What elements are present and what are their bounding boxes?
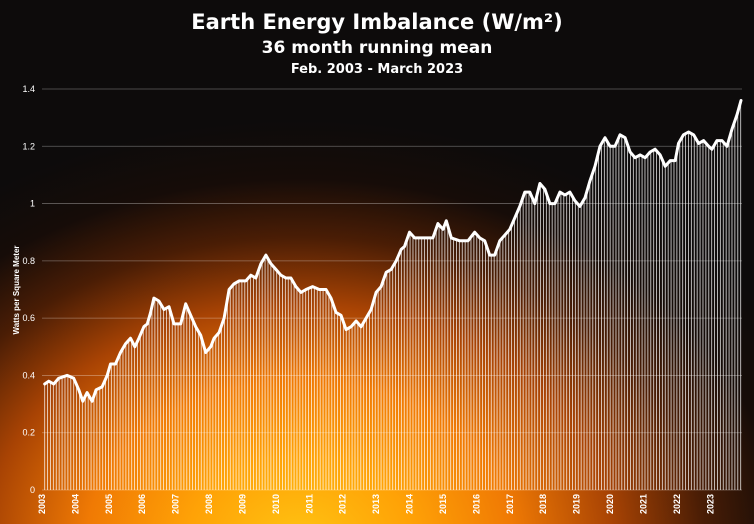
x-tick-label: 2006: [137, 494, 147, 514]
x-tick-label: 2005: [104, 494, 114, 514]
series-line: [43, 99, 743, 403]
x-tick-label: 2011: [304, 494, 314, 514]
x-tick-label: 2022: [672, 494, 682, 514]
chart-date-range: Feb. 2003 - March 2023: [290, 62, 464, 77]
x-tick-label: 2010: [271, 494, 281, 514]
x-tick-label: 2003: [37, 494, 47, 514]
x-tick-label: 2004: [70, 494, 80, 514]
x-tick-label: 2014: [405, 494, 415, 514]
y-tick-label: 1.2: [22, 141, 35, 151]
title-block: Earth Energy Imbalance (W/m²) 36 month r…: [0, 8, 754, 80]
fill-bars: [44, 101, 742, 490]
x-tick-label: 2023: [705, 494, 715, 514]
y-axis-label: Watts per Square Meter: [12, 245, 21, 334]
y-tick-label: 0.8: [22, 256, 35, 266]
x-tick-label: 2021: [638, 494, 648, 514]
chart-title: Earth Energy Imbalance (W/m²): [191, 10, 563, 34]
x-tick-label: 2009: [237, 494, 247, 514]
x-tick-labels: 2003 2004 2005 2006 2007 2008 2009 2010 2011 2012…: [37, 494, 715, 514]
x-tick-label: 2020: [605, 494, 615, 514]
x-tick-label: 2008: [204, 494, 214, 514]
y-tick-labels: 0 0.2 0.4 0.6 0.8 1 1.2 1.4: [22, 84, 35, 495]
y-tick-label: 1: [30, 199, 35, 209]
x-tick-label: 2017: [505, 494, 515, 514]
y-tick-label: 0.6: [22, 313, 35, 323]
x-tick-label: 2019: [572, 494, 582, 514]
x-tick-label: 2012: [338, 494, 348, 514]
y-tick-label: 0.2: [22, 428, 35, 438]
y-tick-label: 0: [30, 485, 35, 495]
x-tick-label: 2018: [538, 494, 548, 514]
x-tick-label: 2016: [471, 494, 481, 514]
y-tick-label: 0.4: [22, 370, 35, 380]
x-tick-label: 2015: [438, 494, 448, 514]
y-tick-label: 1.4: [22, 84, 35, 94]
x-tick-label: 2007: [171, 494, 181, 514]
chart-subtitle: 36 month running mean: [261, 38, 493, 58]
gridlines: [42, 88, 742, 491]
x-tick-label: 2013: [371, 494, 381, 514]
